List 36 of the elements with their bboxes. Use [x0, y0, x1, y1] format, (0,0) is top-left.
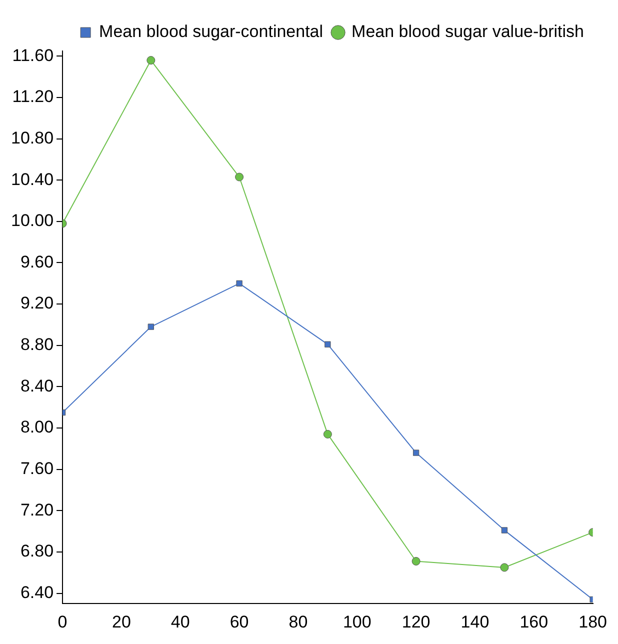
point [323, 430, 332, 438]
legend-label: Mean blood sugar-continental [99, 22, 324, 42]
y-tick-label: 10.00 [10, 211, 54, 230]
y-tick-label: 8.80 [20, 335, 54, 354]
point [412, 450, 420, 456]
point [235, 172, 244, 182]
x-tick-label: 160 [520, 612, 548, 632]
y-tick-label: 6.80 [20, 542, 54, 561]
y-tick-label: 10.40 [10, 170, 54, 189]
y-tick-label: 6.40 [20, 582, 54, 602]
x-tick-label: 40 [170, 612, 190, 632]
y-tick-label: 11.60 [12, 46, 54, 65]
point [324, 341, 331, 348]
legend-label: Mean blood sugar value-british [352, 22, 584, 42]
y-tick-label: 7.20 [20, 500, 54, 520]
point [236, 280, 242, 286]
x-tick-label: 120 [402, 612, 430, 632]
x-tick-label: 180 [578, 612, 608, 632]
y-tick-label: 7.60 [20, 459, 54, 478]
point [412, 557, 420, 566]
x-tick-label: 100 [342, 612, 372, 632]
y-tick-label: 8.40 [20, 376, 54, 396]
point [500, 563, 509, 572]
x-tick-label: 80 [288, 612, 308, 632]
y-tick-label: 10.80 [10, 128, 54, 148]
point [501, 527, 508, 534]
x-tick-label: 60 [230, 612, 249, 632]
y-tick-label: 9.60 [20, 252, 54, 272]
x-tick-label: 140 [460, 612, 490, 632]
x-tick-label: 20 [112, 612, 131, 632]
x-tick-label: 0 [58, 612, 68, 632]
y-tick-label: 9.20 [20, 294, 54, 313]
point [146, 56, 156, 65]
y-tick-label: 8.00 [20, 418, 54, 437]
point [148, 324, 154, 330]
y-tick-label: 11.20 [12, 87, 54, 106]
